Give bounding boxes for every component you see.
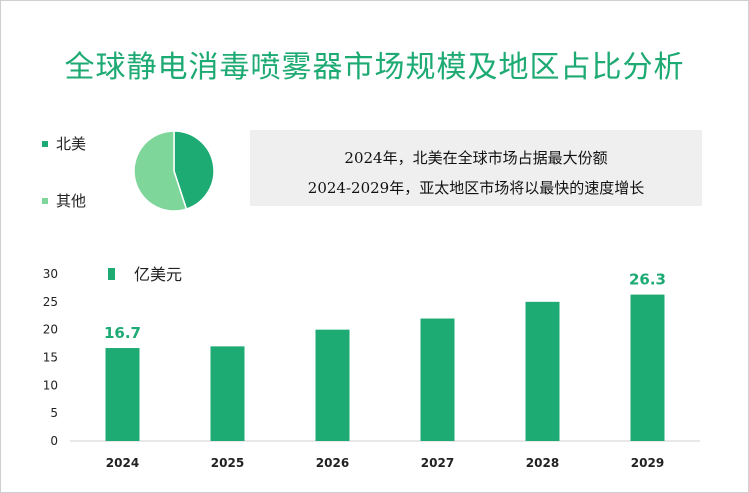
x-tick-label: 2024	[106, 456, 139, 470]
y-tick-label: 20	[43, 323, 58, 337]
y-tick-label: 10	[43, 378, 58, 392]
pie-legend-north-america: 北美	[42, 133, 86, 154]
y-tick-label: 0	[50, 434, 58, 448]
pie-legend-swatch	[42, 197, 48, 204]
pie-slice	[133, 130, 188, 212]
y-tick-label: 30	[43, 267, 58, 281]
bar-legend-label: 亿美元	[134, 265, 182, 284]
y-tick-label: 5	[50, 406, 58, 420]
bar	[210, 346, 245, 441]
bar	[315, 329, 350, 441]
info-box: 2024年，北美在全球市场占据最大份额 2024-2029年，亚太地区市场将以最…	[250, 130, 702, 206]
x-tick-label: 2026	[316, 456, 349, 470]
bar	[105, 348, 140, 441]
pie-slice	[173, 130, 215, 210]
x-tick-label: 2029	[631, 456, 664, 470]
x-tick-label: 2025	[211, 456, 244, 470]
pie-legend-swatch	[42, 140, 48, 147]
chart-title: 全球静电消毒喷雾器市场规模及地区占比分析	[64, 50, 685, 85]
pie-legend-other: 其他	[42, 190, 86, 211]
pie-legend-label: 北美	[56, 135, 87, 153]
x-tick-label: 2027	[421, 456, 454, 470]
pie-legend-label: 其他	[56, 192, 87, 210]
data-label: 26.3	[629, 271, 666, 289]
bar	[630, 294, 665, 441]
x-tick-label: 2028	[526, 456, 559, 470]
y-tick-label: 15	[43, 351, 58, 365]
data-label: 16.7	[104, 324, 141, 342]
pie-chart	[133, 130, 215, 212]
bar-legend-swatch	[108, 268, 115, 280]
bar	[420, 318, 455, 441]
info-line-1: 2024年，北美在全球市场占据最大份额	[344, 149, 608, 167]
bar	[525, 301, 560, 441]
info-line-2: 2024-2029年，亚太地区市场将以最快的速度增长	[307, 179, 645, 197]
y-tick-label: 25	[43, 295, 58, 309]
